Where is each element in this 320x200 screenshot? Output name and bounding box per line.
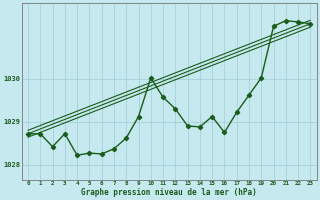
X-axis label: Graphe pression niveau de la mer (hPa): Graphe pression niveau de la mer (hPa) (81, 188, 257, 197)
